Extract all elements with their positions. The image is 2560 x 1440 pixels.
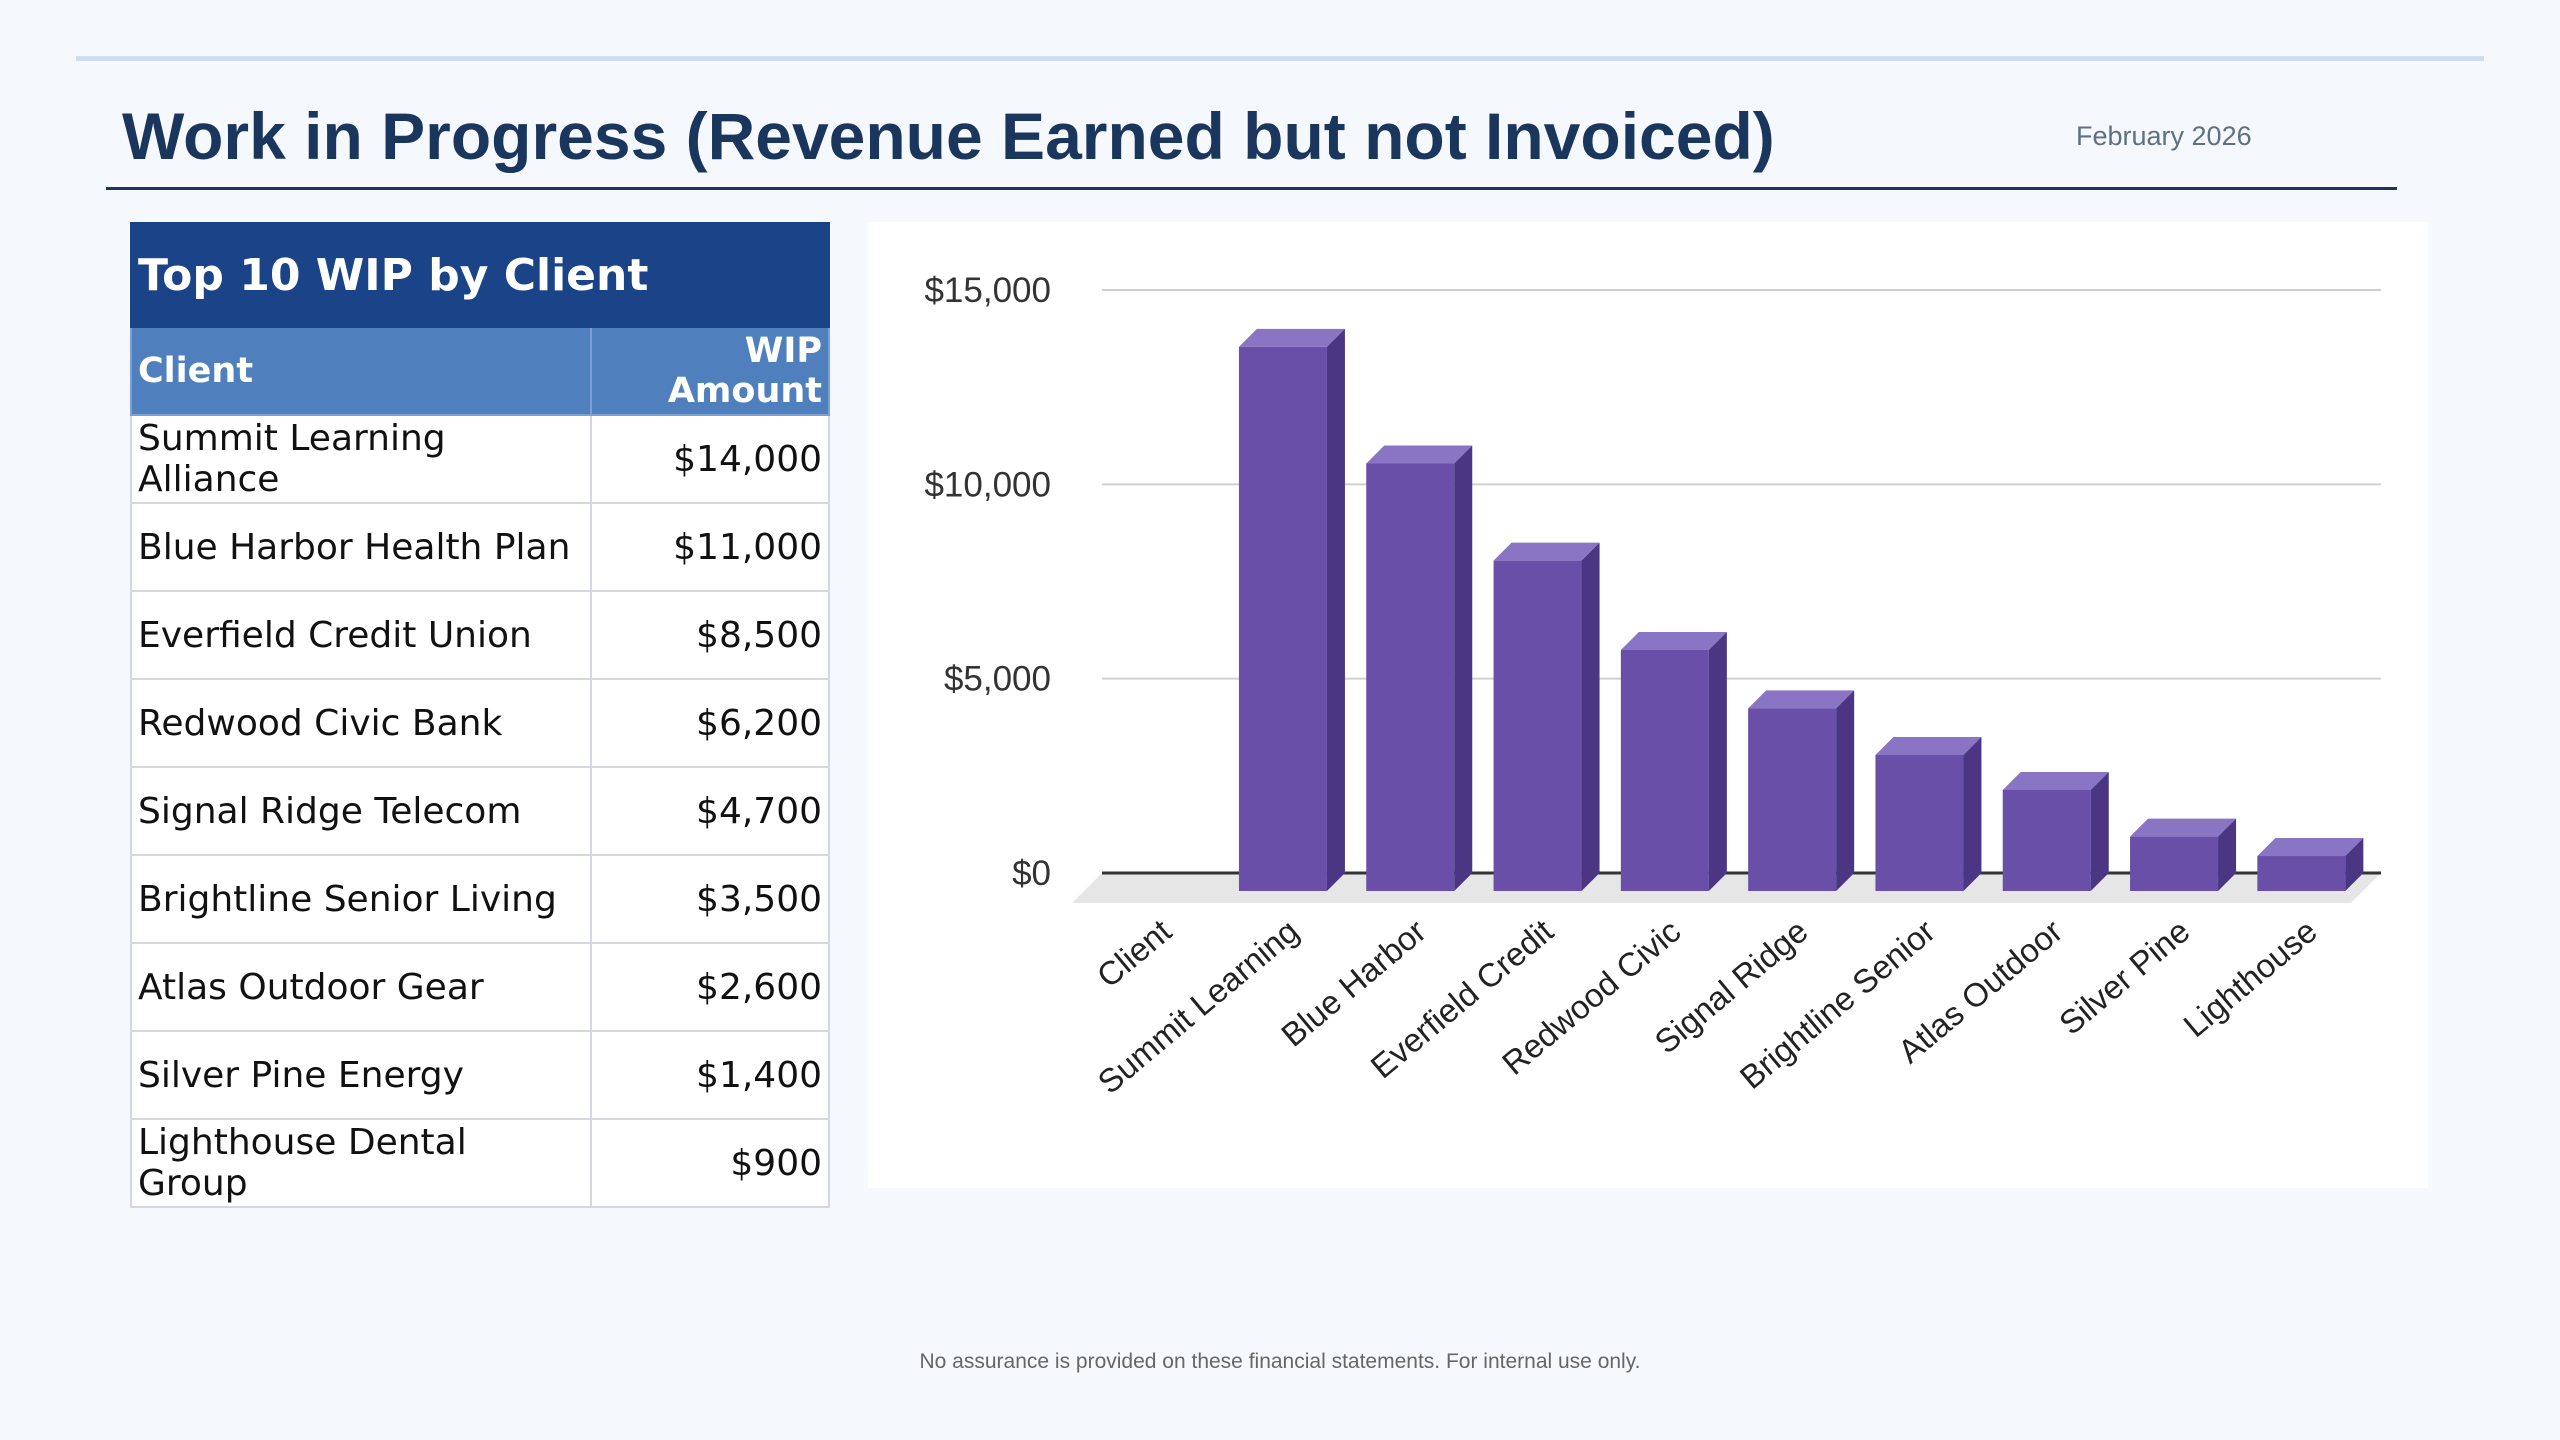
bar-front [2130,836,2219,891]
amount-cell: $6,200 [589,678,831,768]
y-tick-label: $15,000 [924,271,1051,310]
title-underline [106,187,2397,190]
bar-front [2002,789,2091,891]
bar-top [1493,542,1600,561]
chart-panel: $0 $5,000 $10,000 $15,000 Client Summit Learn… [868,222,2428,1188]
client-cell: Redwood Civic Bank [130,678,592,768]
amount-cell: $14,000 [589,414,831,504]
bar-front [1238,346,1327,891]
bar [1748,690,1855,891]
footer-disclaimer: No assurance is provided on these financ… [919,1350,1641,1373]
bar [1238,328,1345,891]
report-date: February 2026 [2076,121,2252,151]
amount-cell: $8,500 [589,590,831,680]
table-row: Everfield Credit Union $8,500 [130,590,831,680]
bar-side [1836,690,1855,891]
table-row: Signal Ridge Telecom $4,700 [130,766,831,856]
bar-front [2257,856,2346,891]
table-row: Lighthouse Dental Group $900 [130,1118,831,1208]
table-row: Summit Learning Alliance $14,000 [130,414,831,504]
amount-cell: $3,500 [589,854,831,944]
client-cell: Summit Learning Alliance [130,414,592,504]
x-tick-label: Lighthouse [2176,912,2323,1044]
x-tick-label: Silver Pine [2052,912,2197,1042]
amount-cell: $4,700 [589,766,831,856]
bar-top [1366,445,1473,464]
top-accent-rule [76,56,2484,61]
y-tick-label: $0 [1012,854,1051,893]
column-header-client: Client [130,326,592,416]
page-title: Work in Progress (Revenue Earned but not… [122,99,1775,173]
bar-side [1581,542,1600,891]
bar-front [1620,650,1709,891]
wip-table: Top 10 WIP by Client Client WIP Amount S… [129,222,831,1208]
column-header-wip-amount: WIP Amount [589,326,831,416]
table-header-row: Client WIP Amount [130,326,831,416]
bar-top [1620,632,1727,651]
amount-cell: $900 [589,1118,831,1208]
client-cell: Everfield Credit Union [130,590,592,680]
table-row: Brightline Senior Living $3,500 [130,854,831,944]
bar-side [1326,328,1345,891]
x-tick-label: Client [1090,912,1178,995]
bar [2130,818,2237,891]
bar-side [1963,736,1982,891]
bar-top [1238,328,1345,347]
client-cell: Atlas Outdoor Gear [130,942,592,1032]
bar-side [1454,445,1473,891]
bar-front [1493,560,1582,891]
bar-side [2218,818,2237,891]
table-row: Redwood Civic Bank $6,200 [130,678,831,768]
client-cell: Signal Ridge Telecom [130,766,592,856]
client-cell: Lighthouse Dental Group [130,1118,592,1208]
bar [2002,771,2109,891]
bar [1620,632,1727,891]
client-cell: Brightline Senior Living [130,854,592,944]
bar-side [2345,838,2364,891]
table-row: Blue Harbor Health Plan $11,000 [130,502,831,592]
bar [2257,838,2364,891]
amount-cell: $11,000 [589,502,831,592]
table-row: Atlas Outdoor Gear $2,600 [130,942,831,1032]
bar-side [2090,771,2109,891]
table-title-row: Top 10 WIP by Client [129,222,831,328]
y-tick-label: $5,000 [944,660,1051,699]
bar-top [2257,838,2364,857]
bar-top [2002,771,2109,790]
client-cell: Blue Harbor Health Plan [130,502,592,592]
amount-cell: $2,600 [589,942,831,1032]
bar-front [1366,463,1455,891]
bar-top [1748,690,1855,709]
y-tick-label: $10,000 [924,465,1051,504]
bar [1493,542,1600,891]
table-row: Silver Pine Energy $1,400 [130,1030,831,1120]
bar-side [1708,632,1727,891]
bar [1366,445,1473,891]
bar [1875,736,1982,891]
client-cell: Silver Pine Energy [130,1030,592,1120]
bar-top [1875,736,1982,755]
amount-cell: $1,400 [589,1030,831,1120]
bar-front [1748,708,1837,891]
table-title: Top 10 WIP by Client [129,222,831,328]
bar-top [2130,818,2237,837]
bar-front [1875,754,1964,891]
